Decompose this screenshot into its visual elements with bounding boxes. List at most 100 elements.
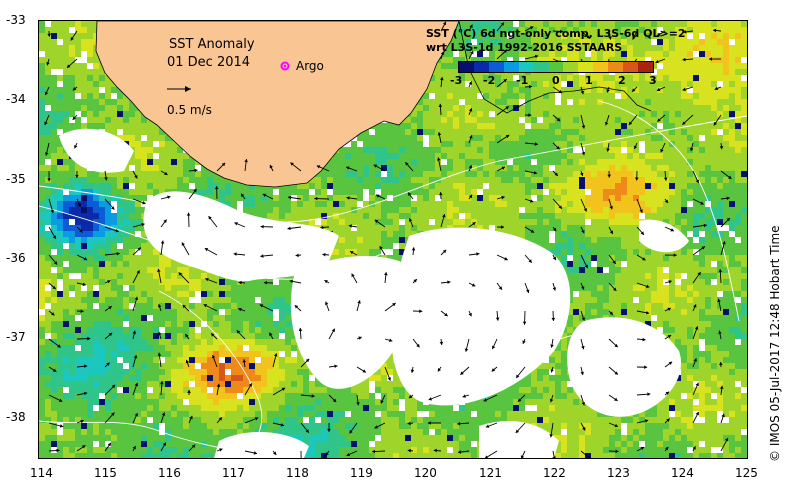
sst-cell: [321, 201, 327, 207]
sst-cell: [705, 195, 711, 201]
sst-cell: [717, 147, 723, 153]
sst-cell: [351, 237, 357, 243]
sst-cell: [609, 165, 615, 171]
sst-cell: [501, 99, 507, 105]
sst-cell: [627, 81, 633, 87]
sst-cell: [591, 165, 597, 171]
sst-cell: [459, 111, 465, 117]
sst-cell: [669, 273, 675, 279]
sst-cell: [585, 159, 591, 165]
sst-cell: [447, 105, 453, 111]
sst-cell: [501, 105, 507, 111]
sst-cell: [705, 81, 711, 87]
sst-cell: [729, 225, 735, 231]
sst-cell: [525, 165, 531, 171]
sst-cell: [693, 183, 699, 189]
sst-cell: [621, 33, 627, 39]
sst-cell: [129, 279, 135, 285]
sst-cell: [717, 51, 723, 57]
sst-cell: [93, 249, 99, 255]
sst-cell: [483, 81, 489, 87]
sst-cell: [39, 237, 45, 243]
sst-cell: [81, 87, 87, 93]
sst-cell: [63, 39, 69, 45]
sst-cell: [465, 183, 471, 189]
sst-cell: [75, 69, 81, 75]
sst-cell: [207, 273, 213, 279]
sst-cell: [651, 249, 657, 255]
sst-cell: [441, 225, 447, 231]
sst-cell: [477, 135, 483, 141]
sst-cell: [693, 255, 699, 261]
sst-cell: [513, 213, 519, 219]
sst-cell: [483, 201, 489, 207]
sst-cell: [531, 231, 537, 237]
sst-cell: [207, 189, 213, 195]
sst-anomaly-map[interactable]: SST Anomaly 01 Dec 2014 0.5 m/s Argo SST…: [38, 20, 748, 459]
sst-cell: [63, 195, 69, 201]
sst-cell: [525, 237, 531, 243]
sst-cell: [573, 249, 579, 255]
sst-cell: [609, 231, 615, 237]
sst-cell: [123, 129, 129, 135]
sst-cell: [681, 153, 687, 159]
sst-cell: [99, 201, 105, 207]
sst-cell: [453, 111, 459, 117]
sst-cell: [417, 105, 423, 111]
sst-cell: [111, 213, 117, 219]
sst-cell: [573, 117, 579, 123]
sst-cell: [537, 51, 543, 57]
sst-cell: [75, 207, 81, 213]
sst-cell: [57, 75, 63, 81]
sst-cell: [627, 123, 633, 129]
sst-cell: [69, 171, 75, 177]
sst-cell: [645, 117, 651, 123]
sst-cell: [411, 213, 417, 219]
sst-cell: [363, 165, 369, 171]
sst-cell: [621, 105, 627, 111]
sst-cell: [543, 135, 549, 141]
sst-cell: [699, 129, 705, 135]
sst-cell: [39, 75, 45, 81]
sst-cell: [741, 225, 747, 231]
sst-cell: [87, 51, 93, 57]
sst-cell: [705, 21, 711, 27]
sst-cell: [699, 39, 705, 45]
sst-cell: [117, 279, 123, 285]
sst-cell: [681, 93, 687, 99]
sst-cell: [621, 129, 627, 135]
sst-cell: [741, 117, 747, 123]
sst-cell: [369, 213, 375, 219]
sst-cell: [105, 99, 111, 105]
sst-cell: [513, 87, 519, 93]
sst-cell: [687, 189, 693, 195]
sst-cell: [537, 141, 543, 147]
sst-cell: [147, 129, 153, 135]
sst-cell: [669, 63, 675, 69]
sst-cell: [51, 33, 57, 39]
sst-cell: [51, 279, 57, 285]
sst-cell: [501, 33, 507, 39]
sst-cell: [93, 243, 99, 249]
sst-cell: [537, 99, 543, 105]
sst-cell: [663, 201, 669, 207]
sst-cell: [573, 177, 579, 183]
sst-cell: [729, 63, 735, 69]
sst-cell: [429, 183, 435, 189]
sst-cell: [615, 57, 621, 63]
sst-cell: [219, 177, 225, 183]
sst-cell: [453, 135, 459, 141]
sst-cell: [711, 171, 717, 177]
sst-cell: [513, 171, 519, 177]
sst-cell: [117, 123, 123, 129]
sst-cell: [639, 93, 645, 99]
sst-cell: [87, 45, 93, 51]
sst-cell: [699, 111, 705, 117]
sst-cell: [111, 105, 117, 111]
sst-cell: [465, 195, 471, 201]
sst-cell: [633, 213, 639, 219]
sst-cell: [723, 171, 729, 177]
sst-cell: [603, 171, 609, 177]
sst-cell: [603, 39, 609, 45]
sst-cell: [69, 63, 75, 69]
